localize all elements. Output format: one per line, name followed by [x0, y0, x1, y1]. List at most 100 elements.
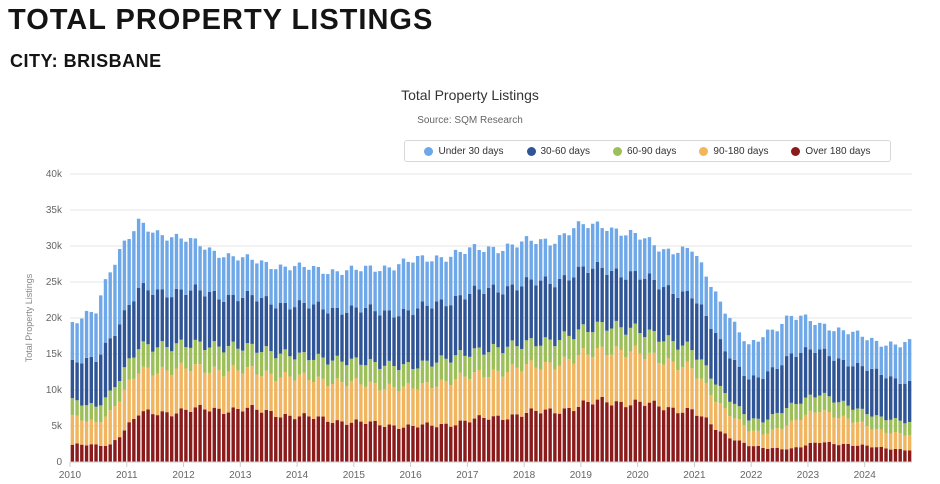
- bar-segment: [496, 347, 500, 371]
- bar-segment: [188, 371, 193, 412]
- bar-segment: [515, 414, 519, 462]
- bar-segment: [250, 295, 254, 344]
- bar-segment: [794, 356, 798, 405]
- bar-segment: [255, 301, 259, 353]
- bar-segment: [307, 269, 311, 309]
- bar-segment: [155, 230, 160, 290]
- bar-segment: [808, 442, 812, 462]
- bar-segment: [307, 308, 311, 361]
- bar-segment: [122, 240, 127, 311]
- bar-segment: [676, 349, 680, 371]
- bar-segment: [723, 313, 727, 352]
- bar-segment: [761, 422, 765, 435]
- bar-segment: [127, 422, 131, 462]
- bar-segment: [827, 330, 831, 357]
- bar-segment: [581, 224, 585, 267]
- bar-segment: [108, 444, 112, 462]
- bar-segment: [411, 425, 415, 462]
- bar-segment: [212, 250, 216, 291]
- bar-segment: [742, 414, 746, 426]
- bar-segment: [510, 284, 514, 341]
- bar-segment: [94, 406, 98, 423]
- bar-segment: [567, 335, 571, 360]
- bar-segment: [652, 400, 656, 462]
- legend-item-30-60-days[interactable]: 30-60 days: [526, 146, 590, 157]
- bar-segment: [99, 422, 103, 446]
- bar-segment: [212, 407, 216, 462]
- bar-segment: [463, 253, 467, 300]
- bar-segment: [501, 376, 505, 420]
- bar-segment: [529, 408, 533, 462]
- bar-segment: [117, 381, 122, 402]
- bar-segment: [165, 370, 169, 413]
- bar-segment: [884, 420, 888, 433]
- bar-segment: [751, 446, 756, 462]
- bar-segment: [709, 424, 713, 462]
- bar-segment: [141, 283, 146, 342]
- y-tick-label: 40k: [46, 169, 63, 180]
- bar-segment: [278, 264, 283, 303]
- bar-segment: [108, 410, 112, 445]
- bar-segment: [415, 427, 420, 462]
- bar-segment: [259, 352, 264, 377]
- bar-segment: [117, 401, 122, 438]
- bar-segment: [605, 230, 609, 275]
- bar-segment: [231, 295, 235, 342]
- x-tick-label: 2021: [683, 470, 706, 481]
- bar-segment: [373, 311, 377, 362]
- bar-segment: [524, 412, 529, 462]
- bar-segment: [392, 270, 396, 318]
- bar-segment: [103, 279, 108, 343]
- bar-segment: [713, 429, 718, 462]
- bar-segment: [832, 444, 836, 462]
- bar-segment: [638, 401, 642, 462]
- legend-item-60-90-days[interactable]: 60-90 days: [612, 146, 676, 157]
- bar-segment: [326, 313, 330, 365]
- bar-segment: [747, 431, 751, 447]
- bar-segment: [108, 390, 112, 411]
- bar-segment: [151, 232, 155, 295]
- bar-segment: [557, 278, 562, 341]
- bar-segment: [354, 269, 358, 308]
- bar-segment: [576, 355, 581, 407]
- legend-item-over-180-days[interactable]: Over 180 days: [791, 146, 870, 157]
- bar-segment: [567, 235, 571, 281]
- bar-segment: [75, 400, 79, 416]
- bar-segment: [99, 354, 103, 406]
- bar-segment: [382, 310, 387, 366]
- bar-segment: [439, 299, 444, 356]
- bar-segment: [756, 418, 760, 431]
- bar-segment: [94, 444, 98, 462]
- bar-segment: [80, 318, 84, 364]
- bar-segment: [193, 339, 198, 365]
- bar-segment: [704, 417, 708, 462]
- bar-segment: [113, 264, 117, 336]
- bar-segment: [780, 323, 784, 366]
- bar-segment: [680, 246, 685, 292]
- bar-segment: [737, 406, 742, 420]
- bar-segment: [718, 385, 723, 404]
- bar-segment: [713, 384, 718, 403]
- bar-segment: [482, 293, 486, 355]
- legend-item-under-30-days[interactable]: Under 30 days: [424, 146, 504, 157]
- bar-segment: [401, 258, 406, 309]
- bar-segment: [113, 440, 117, 462]
- bar-segment: [520, 286, 524, 349]
- bar-segment: [430, 261, 434, 309]
- bar-segment: [103, 445, 108, 462]
- bar-segment: [609, 270, 614, 329]
- bar-segment: [709, 328, 713, 379]
- bar-segment: [680, 345, 685, 368]
- bar-segment: [884, 345, 888, 379]
- bar-segment: [307, 416, 311, 462]
- bar-segment: [553, 369, 557, 414]
- bar-segment: [543, 409, 548, 462]
- bar-segment: [302, 372, 306, 414]
- bar-segment: [373, 383, 377, 421]
- bar-segment: [340, 361, 344, 383]
- legend-label: 90-180 days: [713, 145, 769, 157]
- bar-segment: [345, 312, 349, 366]
- bar-segment: [870, 447, 874, 462]
- bar-segment: [619, 349, 623, 402]
- legend-item-90-180-days[interactable]: 90-180 days: [699, 146, 768, 157]
